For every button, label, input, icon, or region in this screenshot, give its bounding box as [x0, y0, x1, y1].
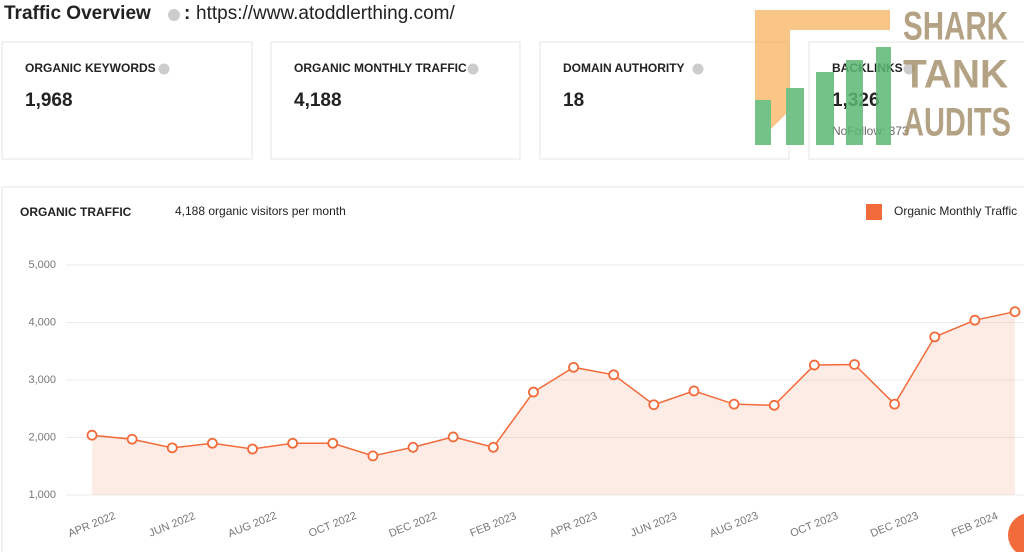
- y-tick-label: 1,000: [28, 489, 56, 501]
- y-tick-label: 5,000: [28, 259, 56, 271]
- chart-subtitle: 4,188 organic visitors per month: [175, 204, 346, 218]
- logo-text: AUDITS: [903, 101, 1011, 145]
- card: ORGANIC KEYWORDS 1,968: [1, 41, 253, 160]
- card-box: [808, 41, 1024, 160]
- point: [969, 314, 981, 326]
- legend-swatch[interactable]: [866, 204, 882, 220]
- card-value: 18: [563, 90, 584, 111]
- point: [648, 399, 660, 411]
- point: [808, 359, 820, 371]
- point: [929, 331, 941, 343]
- logo-bar: [786, 88, 804, 145]
- area: [92, 311, 1015, 495]
- y-tick-label: 3,000: [28, 374, 56, 386]
- card-box: [539, 41, 790, 160]
- point: [487, 441, 499, 453]
- site-url[interactable]: https://www.atoddlerthing.com/: [196, 3, 455, 24]
- logo-bar: [846, 60, 863, 145]
- point: [889, 398, 901, 410]
- help-icon[interactable]: [903, 63, 915, 75]
- help-icon[interactable]: [467, 63, 479, 75]
- point: [166, 442, 178, 454]
- point: [768, 399, 780, 411]
- logo-bar: [876, 47, 891, 145]
- legend-label[interactable]: Organic Monthly Traffic: [894, 204, 1017, 218]
- watermark: SHARK TANK AUDITS: [755, 5, 1011, 145]
- point: [327, 437, 339, 449]
- card-label: ORGANIC MONTHLY TRAFFIC: [294, 61, 467, 75]
- point: [688, 385, 700, 397]
- card-label: ORGANIC KEYWORDS: [25, 61, 156, 75]
- point: [247, 443, 258, 455]
- point: [1009, 306, 1021, 318]
- logo-text: TANK: [903, 53, 1008, 97]
- separator: :: [184, 3, 190, 24]
- chat-button[interactable]: [1008, 513, 1024, 552]
- y-tick-label: 4,000: [28, 316, 56, 328]
- point: [608, 369, 620, 381]
- help-icon[interactable]: [692, 63, 704, 75]
- point: [447, 431, 459, 443]
- card: DOMAIN AUTHORITY 18: [539, 41, 790, 160]
- card: ORGANIC MONTHLY TRAFFIC 4,188: [270, 41, 521, 160]
- card-box: [1, 41, 253, 160]
- help-icon[interactable]: [158, 63, 170, 75]
- card-box: [270, 41, 521, 160]
- card-label: DOMAIN AUTHORITY: [563, 61, 685, 75]
- logo-bar: [816, 72, 834, 145]
- logo-text: SHARK: [903, 5, 1008, 49]
- line: [91, 310, 1016, 457]
- point: [287, 437, 299, 449]
- point: [728, 398, 740, 410]
- card-note: NoFollow: 373: [832, 124, 909, 138]
- point: [86, 429, 98, 441]
- card-label: BACKLINKS: [832, 61, 903, 75]
- card-value: 4,188: [294, 90, 342, 111]
- point: [528, 386, 539, 398]
- point: [367, 450, 379, 462]
- card-value: 1,968: [25, 90, 73, 111]
- logo-bar: [755, 100, 771, 145]
- point: [568, 361, 579, 373]
- chart-title: ORGANIC TRAFFIC: [20, 205, 132, 219]
- y-tick-label: 2,000: [28, 431, 56, 443]
- point: [407, 441, 419, 453]
- page-title: Traffic Overview: [4, 3, 151, 24]
- point: [126, 433, 138, 445]
- chart-panel: [1, 186, 1024, 552]
- point: [206, 437, 218, 449]
- point: [849, 359, 860, 370]
- help-icon[interactable]: [168, 9, 180, 21]
